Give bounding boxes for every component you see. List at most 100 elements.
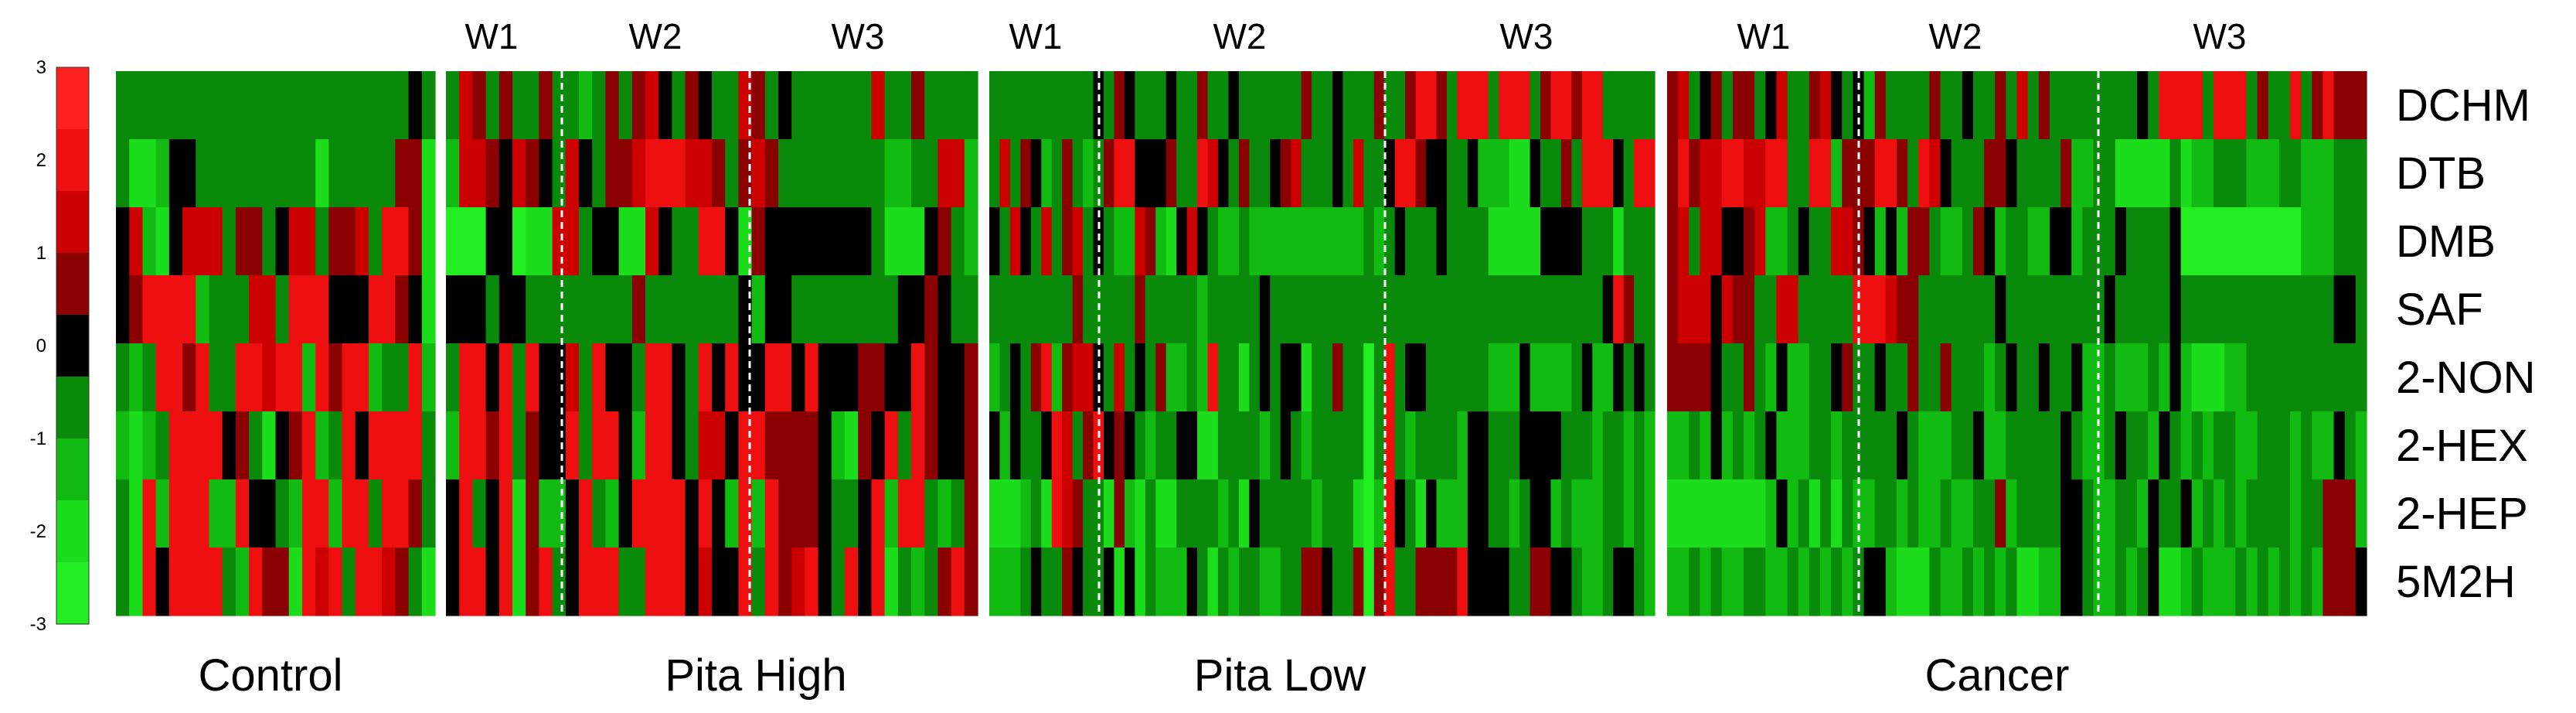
heatmap-cell (249, 139, 263, 208)
heatmap-cell (1962, 548, 1974, 616)
heatmap-cell (2191, 71, 2203, 140)
heatmap-cell (1995, 71, 2006, 140)
heatmap-cell (1135, 139, 1146, 208)
heatmap-cell (1322, 71, 1333, 140)
heatmap-cell (698, 207, 713, 276)
heatmap-cell (1124, 207, 1135, 276)
heatmap-cell (1951, 71, 1963, 140)
heatmap-cell (738, 207, 753, 276)
heatmap-cell (989, 275, 1001, 344)
heatmap-cell (512, 343, 526, 412)
heatmap-cell (485, 411, 500, 480)
heatmap-cell (1700, 479, 1712, 548)
heatmap-cell (805, 548, 819, 616)
heatmap-cell (1051, 207, 1063, 276)
heatmap-cell (368, 207, 383, 276)
heatmap-cell (275, 207, 290, 276)
row-label: SAF (2396, 285, 2483, 335)
heatmap-cell (552, 548, 567, 616)
heatmap-cell (1062, 71, 1074, 140)
heatmap-cell (235, 207, 250, 276)
heatmap-cell (1270, 411, 1281, 480)
heatmap-cell (1710, 275, 1723, 344)
group-label: Control (199, 650, 343, 701)
heatmap-cell (328, 71, 343, 140)
heatmap-cell (2060, 343, 2072, 412)
heatmap-cell (897, 71, 912, 140)
heatmap-cell (1743, 411, 1755, 480)
heatmap-cell (1623, 139, 1635, 208)
heatmap-cell (1831, 548, 1843, 616)
heatmap-cell (2104, 275, 2116, 344)
heatmap-cell (658, 207, 672, 276)
heatmap-cell (129, 343, 144, 412)
heatmap-cell (1363, 71, 1375, 140)
heatmap-cell (142, 207, 157, 276)
heatmap-cell (1940, 479, 1952, 548)
heatmap-cell (155, 548, 170, 616)
heatmap-cell (845, 548, 859, 616)
heatmap-cell (142, 275, 157, 344)
heatmap-cell (1644, 343, 1656, 412)
week-label: W2 (629, 16, 682, 56)
heatmap-cell (1667, 548, 1679, 616)
heatmap-cell (2006, 479, 2018, 548)
heatmap-cell (1613, 139, 1625, 208)
heatmap-cell (951, 411, 965, 480)
heatmap-cell (1332, 139, 1343, 208)
heatmap-cell (1540, 139, 1552, 208)
heatmap-cell (1291, 479, 1302, 548)
heatmap-cell (1571, 411, 1583, 480)
heatmap-cell (1342, 275, 1354, 344)
heatmap-cell (1940, 411, 1952, 480)
heatmap-cell (315, 139, 329, 208)
heatmap-cell (1918, 548, 1930, 616)
week-label: W3 (832, 16, 885, 56)
heatmap-cell (2016, 343, 2029, 412)
heatmap-cell (472, 139, 487, 208)
heatmap-cell (1519, 207, 1531, 276)
heatmap-cell (1291, 71, 1302, 140)
heatmap-cell (1093, 139, 1104, 208)
heatmap-cell (1249, 71, 1261, 140)
heatmap-cell (1114, 275, 1125, 344)
heatmap-cell (645, 411, 659, 480)
heatmap-cell (116, 343, 130, 412)
heatmap-cell (605, 139, 620, 208)
heatmap-cell (2191, 139, 2203, 208)
heatmap-cell (1571, 275, 1583, 344)
heatmap-cell (1929, 411, 1941, 480)
heatmap-cell (805, 411, 819, 480)
heatmap-cell (1951, 411, 1963, 480)
heatmap-cell (1083, 411, 1094, 480)
heatmap-cell (355, 479, 369, 548)
panel-control (116, 71, 436, 616)
heatmap-cell (315, 548, 329, 616)
heatmap-cell (1467, 479, 1479, 548)
heatmap-cell (1083, 343, 1094, 412)
heatmap-cell (1678, 207, 1690, 276)
heatmap-cell (1995, 343, 2006, 412)
heatmap-cell (512, 275, 526, 344)
heatmap-cell (631, 275, 646, 344)
heatmap-cell (2202, 548, 2214, 616)
heatmap-cell (1776, 275, 1788, 344)
heatmap-cell (1667, 343, 1679, 412)
heatmap-cell (499, 411, 513, 480)
heatmap-cell (565, 275, 580, 344)
heatmap-cell (2312, 71, 2324, 140)
heatmap-cell (2235, 343, 2248, 412)
heatmap-cell (1995, 139, 2006, 208)
heatmap-cell (1426, 207, 1438, 276)
heatmap-cell (1259, 548, 1271, 616)
heatmap-cell (2257, 207, 2269, 276)
heatmap-cell (618, 479, 633, 548)
heatmap-cell (1415, 71, 1427, 140)
heatmap-cell (672, 275, 686, 344)
heatmap-cell (1798, 71, 1810, 140)
heatmap-cell (2049, 71, 2061, 140)
heatmap-cell (897, 275, 912, 344)
heatmap-cell (262, 343, 277, 412)
heatmap-cell (924, 207, 938, 276)
heatmap-cell (1103, 71, 1115, 140)
